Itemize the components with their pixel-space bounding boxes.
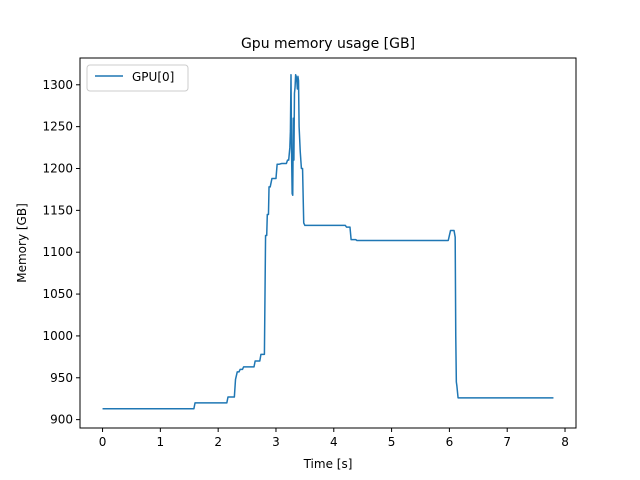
y-tick-label: 1300 [42, 78, 73, 92]
series-line-gpu0 [102, 73, 554, 410]
y-tick-label: 1100 [42, 245, 73, 259]
legend-box [86, 64, 189, 92]
y-tick-label: 1250 [42, 120, 73, 134]
y-tick-label: 950 [50, 371, 73, 385]
legend-label-gpu0: GPU[0] [132, 70, 174, 84]
axes-frame [79, 57, 577, 429]
x-axis-label: Time [s] [303, 457, 353, 471]
x-axis: 0 1 2 3 4 5 6 7 8 [99, 428, 569, 449]
chart-title: Gpu memory usage [GB] [241, 36, 415, 52]
x-tick-label: 6 [446, 435, 454, 449]
legend: GPU[0] [86, 64, 189, 92]
x-tick-label: 7 [503, 435, 511, 449]
x-tick-label: 5 [388, 435, 396, 449]
y-tick-label: 900 [50, 413, 73, 427]
plot-area [79, 57, 577, 429]
y-tick-label: 1050 [42, 287, 73, 301]
x-tick-label: 0 [99, 435, 107, 449]
x-tick-label: 8 [561, 435, 569, 449]
x-tick-label: 1 [157, 435, 165, 449]
x-tick-label: 2 [214, 435, 222, 449]
y-axis: 900 950 1000 1050 1100 1150 1200 1250 1300 [42, 78, 80, 427]
x-tick-label: 3 [272, 435, 280, 449]
y-tick-label: 1000 [42, 329, 73, 343]
y-tick-label: 1200 [42, 161, 73, 175]
y-tick-label: 1150 [42, 203, 73, 217]
y-axis-label: Memory [GB] [15, 203, 29, 283]
x-tick-label: 4 [330, 435, 338, 449]
